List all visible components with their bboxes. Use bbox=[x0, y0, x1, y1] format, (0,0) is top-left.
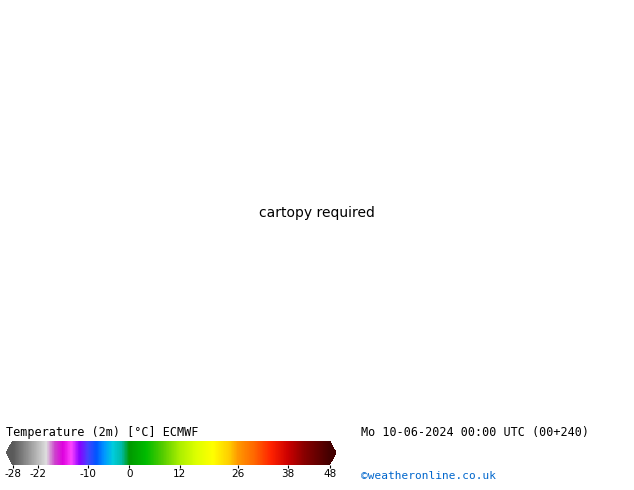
PathPatch shape bbox=[6, 441, 13, 465]
Text: ©weatheronline.co.uk: ©weatheronline.co.uk bbox=[361, 471, 496, 481]
Text: Mo 10-06-2024 00:00 UTC (00+240): Mo 10-06-2024 00:00 UTC (00+240) bbox=[361, 425, 590, 439]
Text: Temperature (2m) [°C] ECMWF: Temperature (2m) [°C] ECMWF bbox=[6, 425, 198, 439]
PathPatch shape bbox=[330, 441, 336, 465]
Text: cartopy required: cartopy required bbox=[259, 206, 375, 220]
